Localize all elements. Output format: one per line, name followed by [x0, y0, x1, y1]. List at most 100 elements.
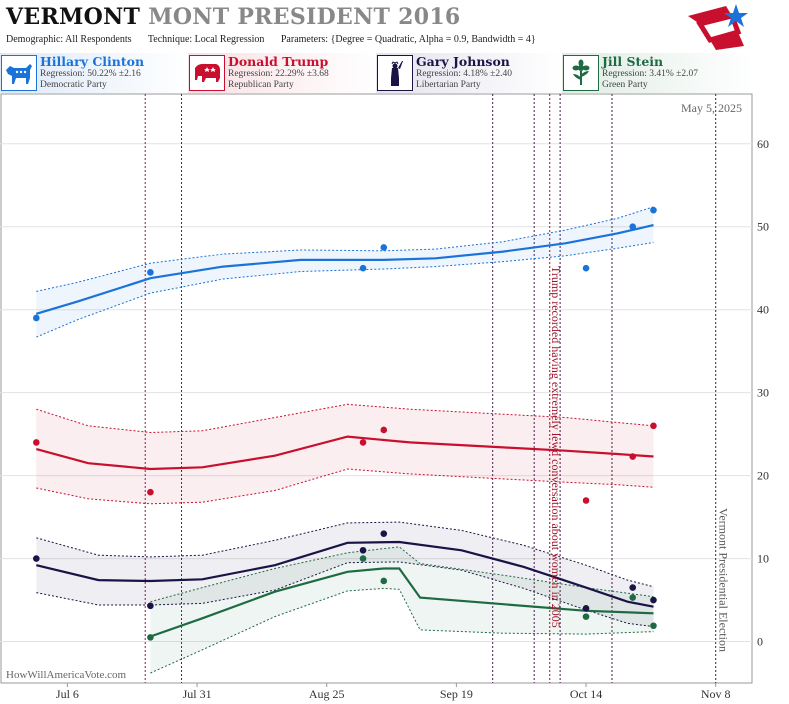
poll-point-gary-johnson: [650, 596, 657, 604]
trend-donald-trump: [36, 435, 654, 471]
candidate-regression: Regression: 50.22% ±2.16: [40, 69, 141, 79]
candidate-party: Libertarian Party: [416, 80, 481, 90]
technique-value: Local Regression: [194, 34, 265, 45]
poll-point-jill-stein: [359, 555, 367, 562]
poll-point-hillary-clinton: [582, 264, 590, 272]
y-tick-label: 10: [757, 552, 769, 566]
poll-point-hillary-clinton: [650, 206, 657, 214]
candidate-party: Republican Party: [228, 80, 294, 90]
poll-point-jill-stein: [380, 577, 388, 585]
candidate-party: Green Party: [602, 80, 648, 90]
watermark: HowWillAmericaVote.com: [6, 669, 126, 681]
title-rest: MONT PRESIDENT 2016: [148, 4, 461, 30]
band-upper-hillary-clinton: [36, 206, 654, 292]
x-tick-label: Nov 8: [701, 687, 731, 701]
band-hillary-clinton: [36, 206, 654, 338]
poll-point-hillary-clinton: [359, 264, 367, 272]
band-upper-donald-trump: [36, 403, 654, 434]
x-tick-label: Aug 25: [309, 687, 345, 701]
demographic-value: All Respondents: [65, 34, 132, 45]
annotation-lewd-tape: Trump recorded having extremely lewd con…: [549, 266, 563, 628]
legend-item-stein: Jill Stein Regression: 3.41% ±2.07 Green…: [562, 53, 754, 93]
date-stamp: May 5, 2025: [681, 101, 742, 115]
annotation-election-day: Vermont Presidential Election: [717, 508, 731, 652]
chart-title: VERMONT MONT PRESIDENT 2016: [6, 4, 461, 30]
parameters-value: {Degree = Quadratic, Alpha = 0.9, Bandwi…: [330, 34, 536, 45]
y-tick-label: 20: [757, 469, 769, 483]
poll-point-gary-johnson: [33, 555, 40, 562]
poll-point-jill-stein: [582, 613, 590, 620]
x-tick-label: Jul 6: [56, 687, 79, 701]
confidence-bands: [36, 206, 654, 674]
annotations: Trump recorded having extremely lewd con…: [549, 266, 731, 652]
poll-point-gary-johnson: [380, 530, 388, 537]
plot-frame: [0, 93, 753, 684]
poll-point-donald-trump: [582, 497, 590, 504]
candidate-regression: Regression: 4.18% ±2.40: [416, 69, 512, 79]
legend-item-johnson: Gary Johnson Regression: 4.18% ±2.40 Lib…: [376, 53, 562, 93]
y-tick-label: 30: [757, 386, 769, 400]
trend-lines: [35, 224, 654, 638]
poll-point-jill-stein: [629, 594, 637, 601]
poll-point-donald-trump: [380, 426, 388, 434]
poll-point-donald-trump: [650, 422, 657, 430]
x-tick-label: Jul 31: [183, 687, 212, 701]
title-state: VERMONT: [6, 4, 141, 30]
technique-label: Technique:: [147, 34, 193, 45]
chart-parameters: Demographic: All Respondents Technique: …: [6, 34, 536, 45]
trend-gary-johnson: [36, 540, 654, 608]
donkey-icon: [1, 55, 37, 91]
y-tick-label: 40: [757, 303, 769, 317]
band-lower-gary-johnson: [36, 561, 654, 628]
poll-point-hillary-clinton: [33, 314, 40, 322]
poll-point-gary-johnson: [359, 546, 367, 554]
poll-point-donald-trump: [147, 488, 154, 496]
legend-item-trump: Donald Trump Regression: 22.29% ±3.68 Re…: [188, 53, 376, 93]
band-gary-johnson: [36, 522, 654, 627]
poll-point-gary-johnson: [147, 602, 154, 610]
y-tick-label: 0: [757, 635, 763, 649]
star-logo-icon: [688, 4, 748, 50]
band-lower-hillary-clinton: [36, 242, 654, 338]
poll-point-hillary-clinton: [380, 244, 388, 251]
x-tick-label: Oct 14: [570, 687, 602, 701]
band-jill-stein: [150, 546, 654, 673]
candidate-name: Gary Johnson: [416, 54, 510, 69]
candidate-regression: Regression: 3.41% ±2.07: [602, 69, 698, 79]
poll-point-jill-stein: [147, 634, 154, 641]
poll-point-gary-johnson: [629, 584, 637, 591]
poll-point-donald-trump: [359, 439, 367, 446]
demographic-label: Demographic:: [6, 34, 64, 45]
poll-point-donald-trump: [629, 453, 637, 460]
band-lower-donald-trump: [36, 468, 654, 505]
candidate-name: Hillary Clinton: [40, 54, 145, 69]
candidate-party: Democratic Party: [40, 80, 107, 90]
band-upper-gary-johnson: [36, 521, 654, 588]
x-axis-ticks: Jul 6 Jul 31 Aug 25 Sep 19 Oct 14 Nov 8: [56, 683, 731, 701]
band-lower-jill-stein: [150, 587, 654, 674]
band-donald-trump: [36, 404, 654, 504]
candidate-regression: Regression: 22.29% ±3.68: [228, 69, 329, 79]
poll-point-hillary-clinton: [147, 269, 154, 276]
y-axis-ticks: 0 10 20 30 40 50 60: [757, 137, 769, 649]
y-tick-label: 50: [757, 220, 769, 234]
parameters-label: Parameters:: [280, 34, 329, 45]
x-tick-label: Sep 19: [440, 687, 473, 701]
grid-lines: [0, 143, 752, 643]
candidate-name: Jill Stein: [602, 54, 664, 69]
trend-hillary-clinton: [35, 224, 654, 315]
candidate-legend: Hillary Clinton Regression: 50.22% ±2.16…: [0, 53, 754, 93]
trend-jill-stein: [150, 567, 654, 638]
flower-icon: [563, 55, 599, 91]
poll-point-hillary-clinton: [629, 223, 637, 231]
poll-point-jill-stein: [650, 622, 657, 630]
poll-point-gary-johnson: [582, 605, 590, 612]
legend-item-clinton: Hillary Clinton Regression: 50.22% ±2.16…: [0, 53, 188, 93]
elephant-icon: [189, 55, 225, 91]
poll-point-donald-trump: [33, 439, 40, 446]
statue-of-liberty-icon: [377, 55, 413, 91]
poll-points: [33, 206, 657, 641]
y-tick-label: 60: [757, 137, 769, 151]
candidate-name: Donald Trump: [228, 54, 329, 69]
